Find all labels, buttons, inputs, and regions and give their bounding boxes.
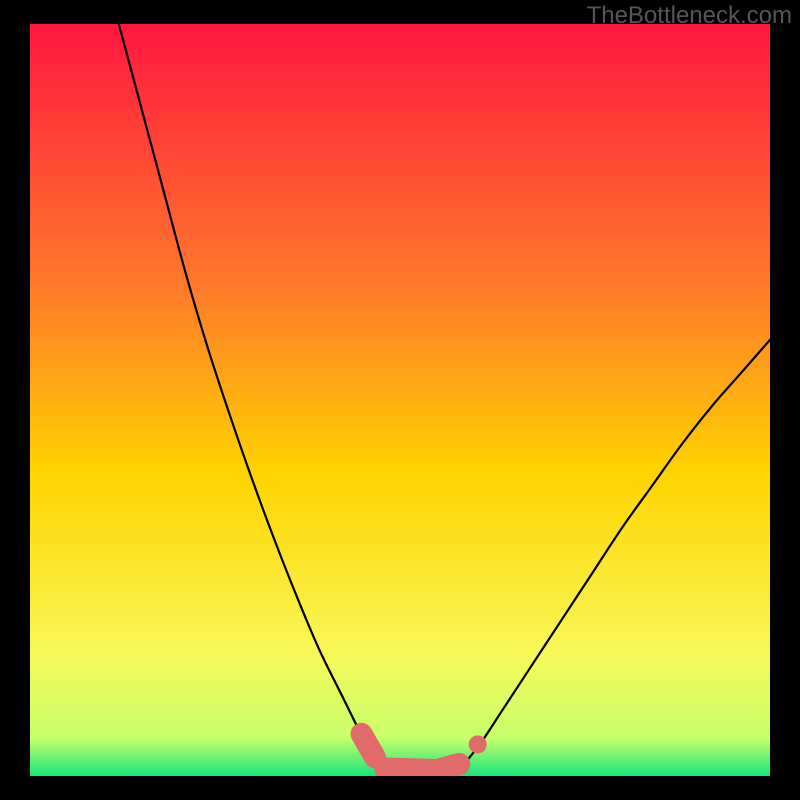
left-curve (119, 24, 378, 761)
valley-marker (362, 734, 375, 757)
valley-marker (437, 764, 459, 770)
watermark-text: TheBottleneck.com (587, 2, 792, 30)
curves-layer (0, 0, 800, 800)
valley-marker (469, 735, 487, 753)
chart-container: TheBottleneck.com (0, 0, 800, 800)
right-curve (467, 340, 770, 761)
